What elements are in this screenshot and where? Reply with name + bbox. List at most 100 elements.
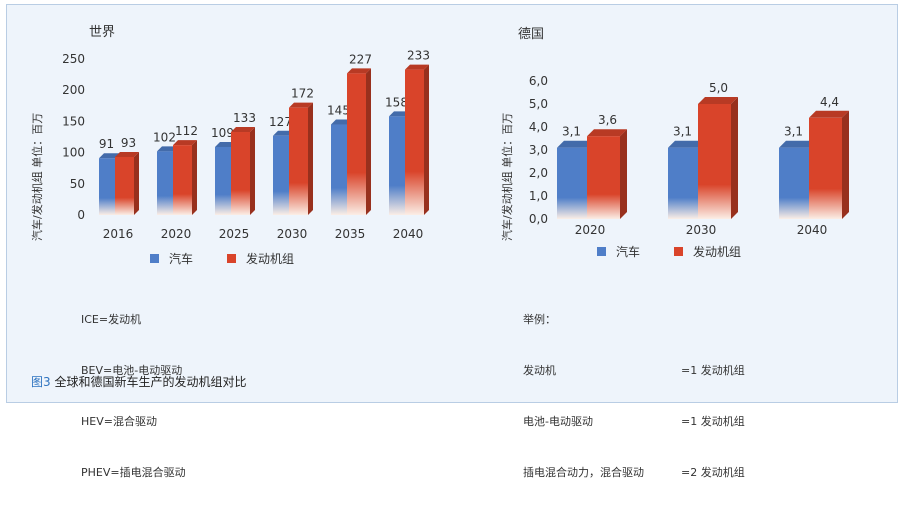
bar-side-face bbox=[134, 151, 139, 215]
example-row: 发动机 =1 发动机组 bbox=[523, 362, 745, 379]
germany-legend: 汽车 发动机组 bbox=[597, 243, 775, 260]
x-tick-label: 2016 bbox=[103, 227, 134, 241]
y-tick-label: 0 bbox=[77, 208, 85, 222]
x-tick-label: 2025 bbox=[219, 227, 250, 241]
bar-front-face bbox=[215, 146, 234, 215]
y-tick-label: 0,0 bbox=[529, 212, 548, 226]
y-tick-label: 200 bbox=[62, 83, 85, 97]
legend-item-car: 汽车 bbox=[150, 250, 193, 267]
y-tick-label: 3,0 bbox=[529, 143, 548, 157]
y-tick-label: 6,0 bbox=[529, 74, 548, 88]
data-label: 91 bbox=[99, 137, 114, 151]
bar-top-face bbox=[173, 140, 197, 146]
legend-swatch-engine bbox=[227, 254, 237, 263]
bar-top-face bbox=[587, 129, 627, 137]
bar-top-face bbox=[289, 102, 313, 108]
data-label: 5,0 bbox=[709, 81, 728, 95]
bar-top-face bbox=[809, 110, 849, 118]
bar-front-face bbox=[99, 158, 118, 215]
data-label: 3,1 bbox=[562, 125, 581, 139]
y-tick-label: 150 bbox=[62, 114, 85, 128]
bar-side-face bbox=[250, 127, 255, 215]
x-tick-label: 2030 bbox=[277, 227, 308, 241]
data-label: 158 bbox=[385, 95, 408, 109]
abbreviation-notes: ICE=发动机 BEV=电池-电动驱动 HEV=混合驱动 PHEV=插电混合驱动 bbox=[81, 277, 186, 515]
data-label: 145 bbox=[327, 104, 350, 118]
bar-front-face bbox=[173, 145, 192, 215]
figure-number: 图3 bbox=[31, 375, 51, 389]
bar-front-face bbox=[347, 73, 366, 215]
bar-side-face bbox=[842, 110, 849, 219]
data-label: 233 bbox=[407, 49, 430, 63]
figure-caption-text: 全球和德国新车生产的发动机组对比 bbox=[54, 375, 247, 389]
engine-bar bbox=[698, 97, 738, 219]
example-value: =2 发动机组 bbox=[681, 466, 745, 479]
data-label: 93 bbox=[121, 136, 136, 150]
note-line: HEV=混合驱动 bbox=[81, 415, 157, 428]
example-value: =1 发动机组 bbox=[681, 364, 745, 377]
y-tick-label: 2,0 bbox=[529, 166, 548, 180]
legend-label-engine: 发动机组 bbox=[246, 252, 295, 266]
figure-caption: 图3 全球和德国新车生产的发动机组对比 bbox=[31, 373, 246, 390]
bar-front-face bbox=[231, 132, 250, 215]
legend-item-engine: 发动机组 bbox=[227, 250, 294, 267]
example-row: 插电混合动力，混合驱动 =2 发动机组 bbox=[523, 464, 745, 481]
world-legend: 汽车 发动机组 bbox=[150, 250, 328, 267]
engine-bar bbox=[115, 151, 139, 215]
example-row: 电池-电动驱动 =1 发动机组 bbox=[523, 413, 745, 430]
data-label: 4,4 bbox=[820, 95, 839, 109]
y-tick-label: 4,0 bbox=[529, 120, 548, 134]
bar-side-face bbox=[424, 64, 429, 215]
data-label: 172 bbox=[291, 87, 314, 101]
data-label: 127 bbox=[269, 115, 292, 129]
note-line: PHEV=插电混合驱动 bbox=[81, 466, 186, 479]
y-tick-label: 5,0 bbox=[529, 97, 548, 111]
engine-bar bbox=[231, 127, 255, 215]
bar-front-face bbox=[157, 151, 176, 215]
bar-front-face bbox=[405, 69, 424, 215]
bar-side-face bbox=[620, 129, 627, 219]
x-tick-label: 2035 bbox=[335, 227, 366, 241]
engine-bar bbox=[587, 129, 627, 219]
data-label: 102 bbox=[153, 130, 176, 144]
bar-front-face bbox=[331, 124, 350, 215]
world-chart-title: 世界 bbox=[89, 25, 116, 40]
engine-bar bbox=[289, 102, 313, 215]
x-tick-label: 2040 bbox=[393, 227, 424, 241]
y-tick-label: 100 bbox=[62, 146, 85, 160]
data-label: 227 bbox=[349, 52, 372, 66]
germany-bar-chart: 0,0 1,0 2,0 3,0 4,0 5,0 6,0 3,1 3,6 2020 3,1 5,0 203… bbox=[529, 74, 849, 237]
legend-label-car: 汽车 bbox=[616, 245, 641, 259]
x-tick-label: 2030 bbox=[686, 223, 717, 237]
note-line: BEV=电池-电动驱动 bbox=[81, 364, 183, 377]
example-term: 发动机 bbox=[523, 364, 556, 377]
figure-frame: 世界 德国 汽车/发动机组 单位：百万 汽车/发动机组 单位：百万 0 50 100… bbox=[6, 4, 898, 479]
legend-item-engine: 发动机组 bbox=[674, 243, 741, 260]
bar-top-face bbox=[115, 151, 139, 157]
example-term: 电池-电动驱动 bbox=[523, 415, 593, 428]
x-tick-label: 2020 bbox=[161, 227, 192, 241]
data-label: 3,1 bbox=[673, 125, 692, 139]
example-term: 插电混合动力，混合驱动 bbox=[523, 466, 644, 479]
bar-front-face bbox=[587, 136, 620, 219]
bar-front-face bbox=[668, 147, 701, 219]
legend-swatch-car bbox=[150, 254, 159, 263]
bar-front-face bbox=[289, 107, 308, 215]
y-tick-label: 1,0 bbox=[529, 189, 548, 203]
example-value: =1 发动机组 bbox=[681, 415, 745, 428]
legend-swatch-engine bbox=[674, 247, 684, 256]
bar-front-face bbox=[779, 147, 812, 219]
bar-top-face bbox=[347, 68, 371, 74]
example-notes: 举例： 发动机 =1 发动机组 电池-电动驱动 =1 发动机组 插电混合动力，混… bbox=[523, 277, 745, 515]
engine-bar bbox=[347, 68, 371, 216]
germany-chart-title: 德国 bbox=[518, 27, 545, 42]
data-label: 3,6 bbox=[598, 113, 617, 127]
engine-bar bbox=[173, 140, 197, 215]
bar-top-face bbox=[231, 127, 255, 133]
example-heading: 举例： bbox=[523, 313, 556, 326]
legend-label-car: 汽车 bbox=[169, 252, 194, 266]
bar-side-face bbox=[731, 97, 738, 219]
bar-side-face bbox=[192, 140, 197, 215]
bar-front-face bbox=[389, 116, 408, 215]
